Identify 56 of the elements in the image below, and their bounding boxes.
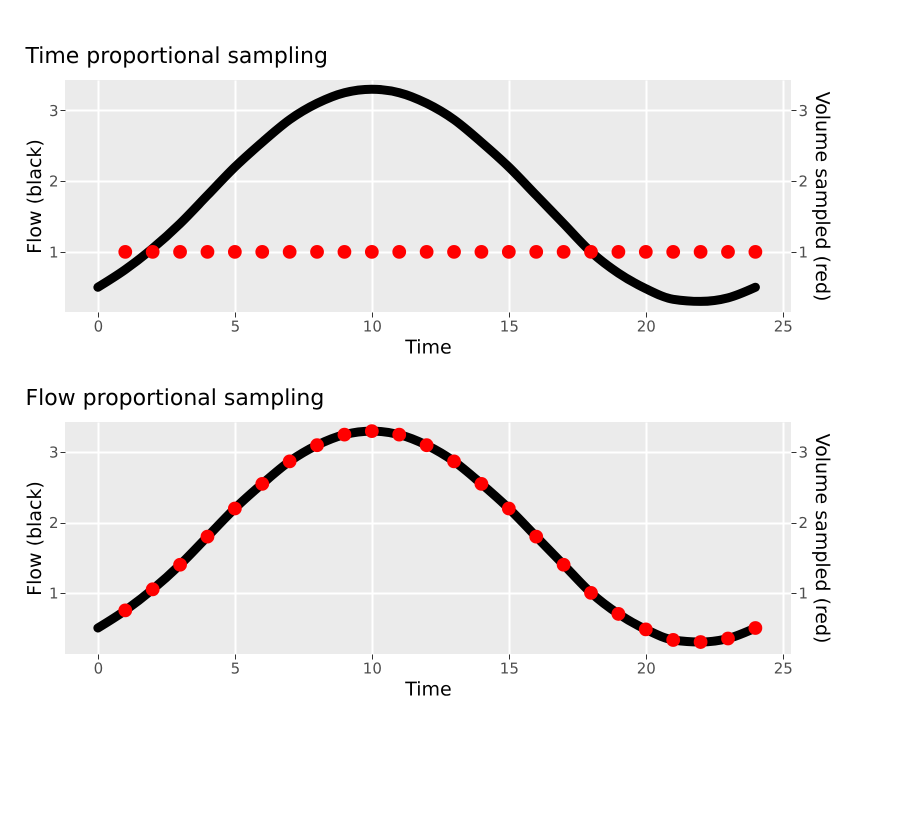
point	[447, 454, 461, 468]
y2-tick-label: 3	[798, 444, 808, 462]
point	[694, 635, 708, 649]
chart-title: Flow proportional sampling	[25, 386, 324, 411]
point	[118, 604, 132, 618]
x-tick-label: 20	[636, 318, 656, 336]
y2-tick-label: 1	[798, 584, 808, 602]
point	[228, 502, 242, 516]
y-tick-label: 1	[48, 584, 58, 602]
x-tick-label: 5	[230, 318, 240, 336]
point	[556, 558, 571, 572]
point	[200, 530, 214, 544]
point	[638, 622, 653, 636]
point	[338, 428, 352, 442]
point	[392, 428, 406, 442]
chart-title: Time proportional sampling	[24, 44, 328, 69]
x-axis-title: Time	[404, 336, 452, 358]
x-tick-label: 25	[774, 660, 793, 678]
y2-tick-label: 1	[798, 243, 808, 262]
point	[748, 621, 762, 635]
y-axis-title: Flow (black)	[24, 481, 46, 596]
point	[474, 476, 488, 491]
point	[502, 502, 516, 516]
x-tick-label: 20	[636, 660, 656, 678]
point	[282, 454, 297, 468]
x-tick-label: 15	[500, 660, 519, 678]
y2-tick-label: 3	[798, 102, 808, 120]
x-tick-label: 0	[94, 318, 104, 336]
point	[255, 476, 270, 491]
y-tick-label: 2	[48, 172, 58, 191]
point	[584, 586, 598, 600]
x-tick-label: 5	[230, 660, 240, 678]
y-tick-label: 2	[48, 514, 58, 532]
point	[529, 530, 544, 544]
point	[666, 633, 680, 647]
point	[310, 438, 324, 452]
x-tick-label: 15	[500, 318, 519, 336]
y-axis-title: Flow (black)	[24, 139, 46, 254]
x-tick-label: 25	[774, 318, 793, 336]
y-tick-label: 1	[48, 243, 58, 262]
x-axis-title: Time	[404, 678, 452, 700]
point	[612, 607, 626, 621]
y2-tick-label: 2	[798, 514, 808, 532]
x-tick-label: 10	[362, 660, 382, 678]
y-tick-label: 3	[48, 102, 58, 120]
point	[364, 424, 379, 438]
point	[146, 582, 160, 596]
x-tick-label: 0	[94, 660, 104, 678]
point	[721, 632, 735, 646]
point	[173, 558, 187, 572]
y-tick-label: 3	[48, 444, 58, 462]
x-tick-label: 10	[362, 318, 382, 336]
point	[420, 438, 434, 452]
y2-axis-title: Volume sampled (red)	[811, 92, 834, 302]
y2-tick-label: 2	[798, 172, 808, 191]
y2-axis-title: Volume sampled (red)	[811, 434, 834, 644]
